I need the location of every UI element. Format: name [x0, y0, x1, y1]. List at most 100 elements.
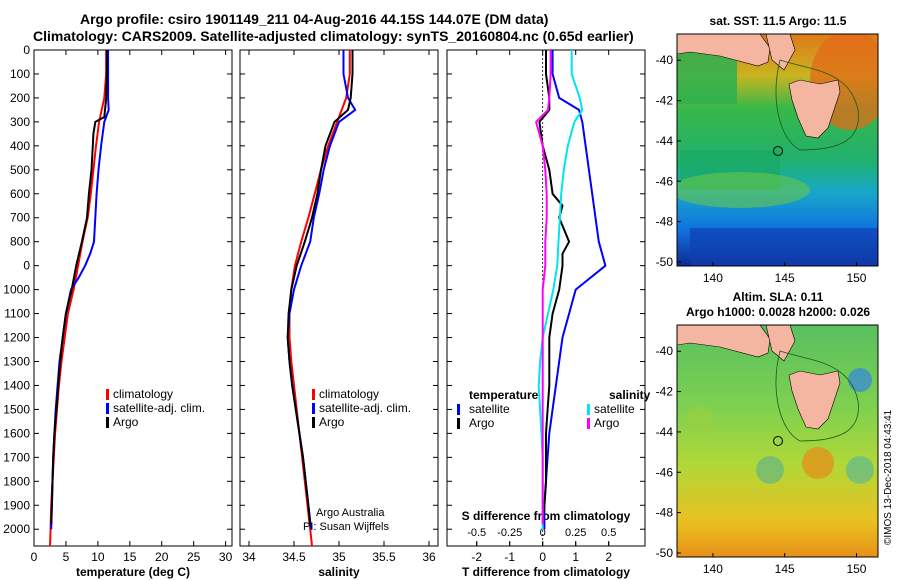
- map-y-tick-label: -40: [656, 53, 674, 67]
- y-tick-label: 1900: [3, 498, 30, 512]
- legend-swatch: [106, 403, 109, 414]
- legend-label: Argo: [594, 416, 620, 430]
- x-tick-label: -2: [471, 550, 482, 564]
- salinity-profile-plot: 34 34.5 35 35.5 36 salinity climatologysatelli…: [239, 49, 439, 579]
- credit-line2: PI: Susan Wijffels: [303, 521, 389, 533]
- map-y-tick-label: -42: [656, 385, 674, 399]
- temperature-profile-plot: 0100200300400500600700800010001100120013…: [3, 43, 232, 579]
- legend-label: satellite: [594, 402, 635, 416]
- legend-label: climatology: [113, 387, 173, 401]
- sst-map-title: sat. SST: 11.5 Argo: 11.5: [710, 14, 847, 28]
- map-y-tick-label: -44: [656, 425, 674, 439]
- map-y-tick-label: -48: [656, 506, 674, 520]
- sst-map-axes: 140 145 150 -40 -42 -44 -46 -48 -50: [656, 53, 867, 285]
- x-tick-label: 34: [242, 550, 256, 564]
- map-y-tick-label: -40: [656, 344, 674, 358]
- x-axis-label: salinity: [318, 565, 360, 579]
- y-tick-label: 300: [10, 115, 30, 129]
- sla-float-marker: [773, 436, 783, 446]
- map-y-tick-label: -46: [656, 465, 674, 479]
- map-y-tick-label: -44: [656, 134, 674, 148]
- map-y-tick-label: -48: [656, 215, 674, 229]
- series-group: [535, 50, 607, 530]
- map-y-tick-label: -50: [656, 255, 674, 269]
- s-tick-label: -0.5: [467, 527, 486, 539]
- figure-title-line2: Climatology: CARS2009. Satellite-adjuste…: [33, 28, 634, 44]
- series-line-temperature-argo: [538, 50, 571, 525]
- map-x-tick-label: 150: [846, 562, 866, 576]
- map-x-tick-label: 140: [703, 271, 723, 285]
- y-tick-label: 200: [10, 91, 30, 105]
- legend-swatch: [106, 417, 109, 428]
- legend-swatch: [312, 389, 315, 400]
- figure-title-line1: Argo profile: csiro 1901149_211 04-Aug-2…: [80, 11, 548, 27]
- sla-map-title-line1: Altim. SLA: 0.11: [733, 290, 824, 304]
- y-tick-label: 1400: [3, 378, 30, 392]
- x-axis-label: T difference from climatology: [462, 565, 630, 579]
- y-tick-label: 1100: [4, 307, 30, 321]
- y-tick-label: 1200: [3, 331, 30, 345]
- x-tick-label: 35: [332, 550, 346, 564]
- y-tick-label: 600: [10, 187, 30, 201]
- x-tick-label: 5: [63, 550, 70, 564]
- y-tick-label: 800: [10, 235, 30, 249]
- sst-float-marker: [773, 146, 783, 156]
- sst-map-image: [677, 34, 878, 266]
- y-tick-label: 1000: [3, 283, 30, 297]
- credit-line1: Argo Australia: [316, 507, 385, 519]
- y-tick-label: 0: [23, 259, 30, 273]
- s-tick-label: 0: [540, 527, 546, 539]
- legend-label: Argo: [113, 415, 139, 429]
- x-tick-label: 20: [155, 550, 169, 564]
- legend-label: satellite-adj. clim.: [319, 401, 411, 415]
- series-line-argo: [50, 50, 108, 525]
- x-tick-label: 2: [605, 550, 612, 564]
- legend-label: satellite-adj. clim.: [113, 401, 205, 415]
- legend-swatch: [312, 403, 315, 414]
- map-x-tick-label: 145: [775, 271, 795, 285]
- y-tick-label: 0: [23, 43, 30, 57]
- legend-swatch: [312, 417, 315, 428]
- series-line-temperature-satellite: [543, 50, 607, 530]
- s-tick-label: -0.25: [497, 527, 522, 539]
- y-tick-label: 1600: [3, 426, 30, 440]
- legend-swatch: [587, 418, 590, 429]
- x-tick-label: 1: [572, 550, 579, 564]
- sst-map-frame: [676, 33, 879, 267]
- map-y-tick-label: -46: [656, 174, 674, 188]
- y-tick-label: 2000: [3, 522, 30, 536]
- map-x-tick-label: 140: [703, 562, 723, 576]
- x-tick-label: -1: [504, 550, 515, 564]
- x-tick-label: 0: [539, 550, 546, 564]
- x-tick-label: 15: [123, 550, 137, 564]
- s-axis-label: S difference from climatology: [462, 509, 631, 523]
- plot-frame: [239, 49, 439, 547]
- legend-label: Argo: [469, 416, 495, 430]
- map-x-tick-label: 145: [775, 562, 795, 576]
- y-tick-label: 1700: [3, 450, 30, 464]
- x-tick-label: 10: [91, 550, 105, 564]
- x-tick-label: 0: [31, 550, 38, 564]
- x-tick-label: 36: [422, 550, 436, 564]
- legend-heading-salinity: salinity: [609, 388, 651, 402]
- sla-map-image: [677, 325, 878, 557]
- x-tick-label: 30: [219, 550, 233, 564]
- legend-swatch: [587, 404, 590, 415]
- imos-stamp: ©IMOS 13-Dec-2018 04:43:41: [883, 409, 894, 545]
- legend-swatch: [106, 389, 109, 400]
- y-tick-label: 700: [10, 211, 30, 225]
- x-tick-label: 35.5: [372, 550, 396, 564]
- map-y-tick-label: -50: [656, 546, 674, 560]
- y-tick-label: 100: [10, 67, 30, 81]
- s-tick-label: 0.5: [601, 527, 616, 539]
- legend-label: climatology: [319, 387, 379, 401]
- y-tick-label: 1500: [3, 402, 30, 416]
- difference-profile-plot: -2 -1 0 1 2T difference from climatology S di…: [446, 49, 651, 579]
- y-tick-label: 500: [10, 163, 30, 177]
- series-line-salinity-argo: [535, 50, 552, 525]
- sla-map-axes: 140 145 150 -40 -42 -44 -46 -48 -50: [656, 344, 867, 576]
- legend-swatch: [457, 404, 460, 415]
- plot-frame: [33, 49, 233, 547]
- x-axis-label: temperature (deg C): [76, 565, 190, 579]
